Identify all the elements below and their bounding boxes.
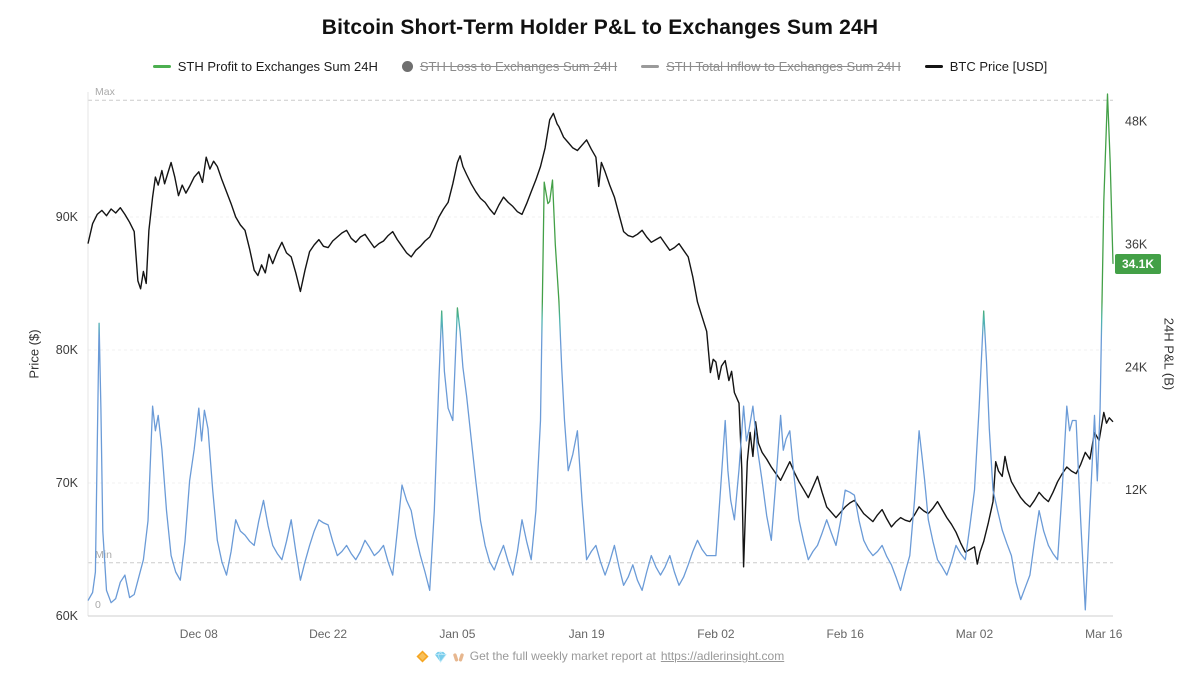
legend-item-sth-loss[interactable]: STH Loss to Exchanges Sum 24H	[401, 59, 618, 74]
pnl-line	[87, 93, 1114, 611]
price-tick-label: 70K	[56, 476, 79, 490]
x-tick-label: Jan 05	[439, 627, 475, 641]
legend-item-btc-price[interactable]: BTC Price [USD]	[924, 59, 1048, 74]
gem-stone-icon	[434, 650, 447, 663]
page-title: Bitcoin Short-Term Holder P&L to Exchang…	[321, 16, 879, 39]
pnl-tick-label: 36K	[1125, 237, 1148, 251]
pnl-tick-label: 24K	[1125, 360, 1148, 374]
x-tick-label: Dec 08	[180, 627, 218, 641]
legend-item-sth-profit[interactable]: STH Profit to Exchanges Sum 24H	[152, 59, 378, 74]
legend-label-sth-profit: STH Profit to Exchanges Sum 24H	[177, 59, 378, 74]
price-tick-label: 80K	[56, 343, 79, 357]
legend-label-sth-loss: STH Loss to Exchanges Sum 24H	[419, 59, 618, 74]
price-tick-label: 60K	[56, 609, 79, 623]
x-tick-label: Mar 02	[956, 627, 994, 641]
raised-hands-icon	[452, 650, 465, 663]
footer-text: Get the full weekly market report at	[469, 649, 656, 663]
x-tick-label: Feb 16	[827, 627, 865, 641]
marker-label: 0	[95, 599, 101, 611]
pnl-tick-label: 48K	[1125, 115, 1148, 129]
legend: STH Profit to Exchanges Sum 24H STH Loss …	[0, 59, 1200, 74]
report-link[interactable]: https://adlerinsight.com	[660, 649, 785, 663]
btc-price-swatch-icon	[924, 65, 943, 68]
legend-item-sth-total-inflow[interactable]: STH Total Inflow to Exchanges Sum 24H	[641, 59, 901, 74]
legend-label-sth-total-inflow: STH Total Inflow to Exchanges Sum 24H	[666, 59, 901, 74]
last-value-badge: 34.1K	[1115, 254, 1161, 274]
x-tick-label: Dec 22	[309, 627, 347, 641]
legend-label-btc-price: BTC Price [USD]	[949, 59, 1048, 74]
marker-label: Max	[95, 86, 116, 98]
sth-total-inflow-swatch-icon	[641, 65, 660, 68]
orange-diamond-icon	[416, 649, 429, 663]
marker-label: Min	[95, 549, 112, 561]
price-tick-label: 90K	[56, 210, 79, 224]
btc-price-line	[87, 112, 1114, 568]
pnl-tick-label: 12K	[1125, 483, 1148, 497]
sth-loss-swatch-icon	[401, 61, 413, 72]
x-tick-label: Mar 16	[1085, 627, 1123, 641]
footer: Get the full weekly market report at htt…	[0, 649, 1200, 663]
x-tick-label: Jan 19	[569, 627, 605, 641]
x-tick-label: Feb 02	[697, 627, 735, 641]
sth-profit-swatch-icon	[152, 65, 171, 68]
